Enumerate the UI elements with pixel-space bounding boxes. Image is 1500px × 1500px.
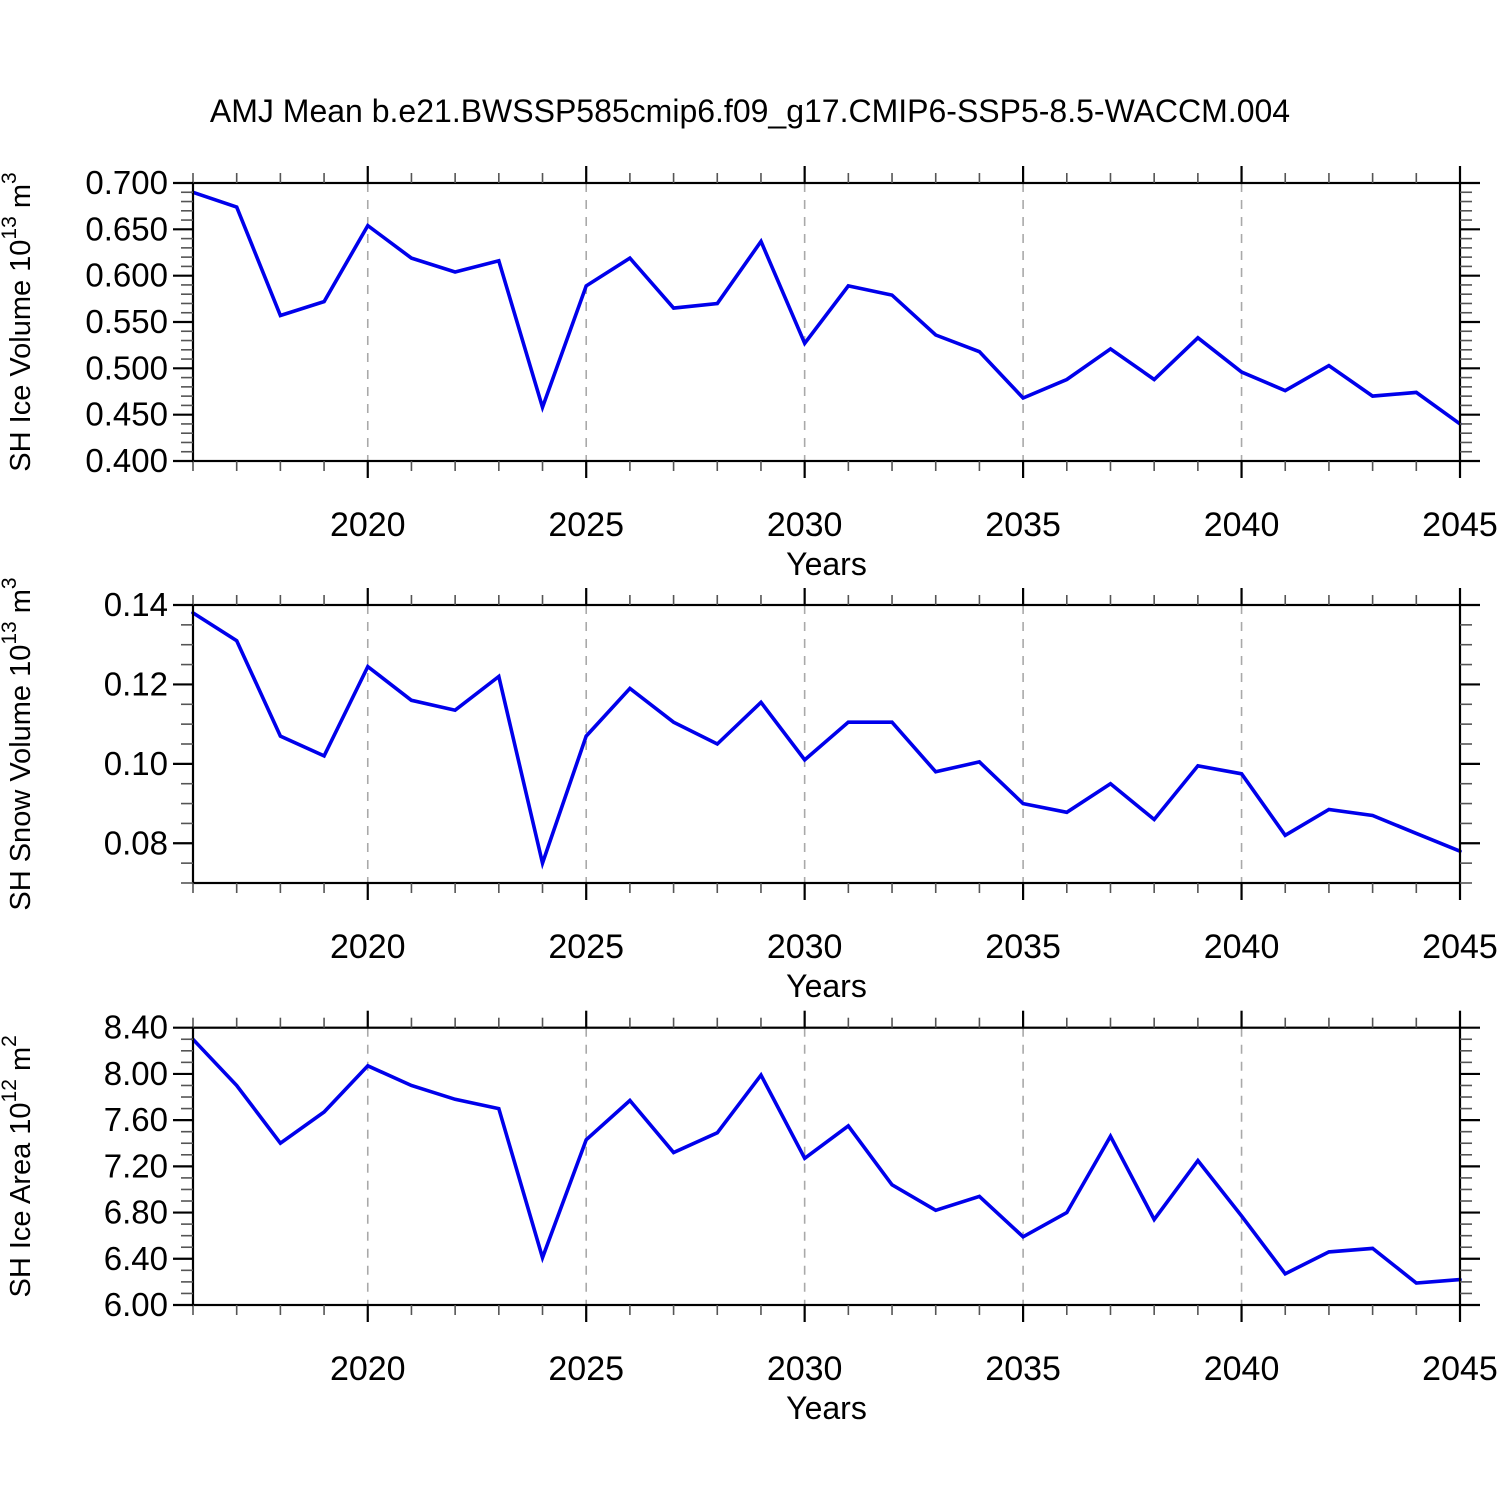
y-tick-label: 0.450 [85, 396, 168, 433]
panel-sh-ice-area: 2020 2025 2030 2035 2040 2045 Years 6.00 6.40 6.8… [0, 1009, 1498, 1426]
y-tick-label: 0.700 [85, 164, 168, 201]
plot-frame [191, 181, 1462, 463]
chart-title: AMJ Mean b.e21.BWSSP585cmip6.f09_g17.CMI… [209, 93, 1291, 129]
y-tick-label: 6.40 [104, 1240, 168, 1277]
y-tick-label: 7.20 [104, 1147, 168, 1184]
x-tick-label: 2030 [767, 928, 843, 966]
x-tick-label: 2030 [767, 506, 843, 544]
x-axis-title: Years [786, 546, 867, 582]
y-tick-label: 0.12 [104, 665, 168, 702]
y-tick-label: 7.60 [104, 1101, 168, 1138]
data-line-sh-ice-area [191, 1037, 1462, 1285]
x-tick-label: 2025 [548, 506, 624, 544]
data-line-sh-ice-volume [191, 190, 1462, 426]
x-tick-label: 2040 [1204, 928, 1280, 966]
x-tick-label: 2045 [1422, 506, 1498, 544]
panel-sh-snow-volume: 2020 2025 2030 2035 2040 2045 Years 0.08 0.10 0.1… [0, 577, 1498, 1004]
y-tick-label: 8.00 [104, 1055, 168, 1092]
y-axis-title: SH Ice Volume 1013 m3 [0, 172, 37, 471]
x-tick-label: 2040 [1204, 1350, 1280, 1388]
y-tick-label: 0.600 [85, 257, 168, 294]
panel-sh-ice-volume: 2020 2025 2030 2035 2040 2045 Years 0.400 0.450 0… [0, 164, 1498, 582]
x-tick-label: 2020 [330, 506, 406, 544]
x-axis-title: Years [786, 968, 867, 1004]
x-tick-label: 2030 [767, 1350, 843, 1388]
x-tick-label: 2035 [985, 1350, 1061, 1388]
y-axis-title: SH Ice Area 1012 m2 [0, 1035, 37, 1297]
y-tick-label: 0.650 [85, 210, 168, 247]
y-tick-label: 0.400 [85, 442, 168, 479]
y-tick-label: 0.10 [104, 745, 168, 782]
x-tick-label: 2020 [330, 1350, 406, 1388]
x-tick-label: 2025 [548, 1350, 624, 1388]
plot-frame [191, 603, 1462, 885]
y-tick-label: 0.08 [104, 824, 168, 861]
y-tick-label: 6.00 [104, 1286, 168, 1323]
x-tick-label: 2035 [985, 928, 1061, 966]
y-tick-label: 8.40 [104, 1009, 168, 1046]
y-tick-label: 0.500 [85, 349, 168, 386]
x-tick-label: 2020 [330, 928, 406, 966]
y-tick-label: 6.80 [104, 1194, 168, 1231]
y-tick-label: 0.14 [104, 586, 168, 623]
x-tick-label: 2025 [548, 928, 624, 966]
y-tick-label: 0.550 [85, 303, 168, 340]
plot-frame [191, 1026, 1462, 1307]
x-tick-label: 2045 [1422, 928, 1498, 966]
data-line-sh-snow-volume [191, 611, 1462, 870]
y-axis-title: SH Snow Volume 1013 m3 [0, 577, 37, 910]
x-tick-label: 2035 [985, 506, 1061, 544]
x-axis-title: Years [786, 1390, 867, 1426]
x-tick-label: 2040 [1204, 506, 1280, 544]
x-tick-label: 2045 [1422, 1350, 1498, 1388]
